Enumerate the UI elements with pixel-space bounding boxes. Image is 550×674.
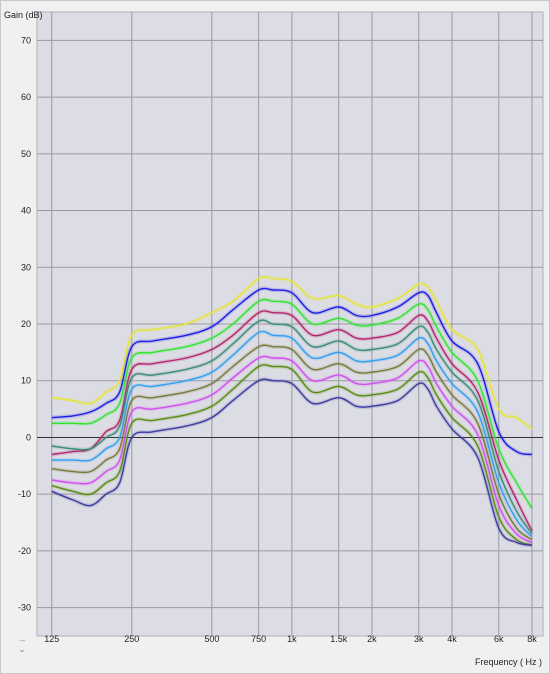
tick-labels: 125 250 500 750 1k 1.5k 2k 3k 4k 6k 8k -30 -20 -10 0 10… xyxy=(18,35,537,644)
scroll-arrows[interactable]: → ⌄ xyxy=(12,634,32,658)
x-tick-label: 6k xyxy=(494,634,504,644)
y-tick-label: -30 xyxy=(18,603,31,613)
y-tick-label: 60 xyxy=(21,92,31,102)
series-line xyxy=(51,287,533,456)
series-layer xyxy=(51,274,534,548)
x-tick-label: 500 xyxy=(204,634,219,644)
y-tick-label: 0 xyxy=(26,432,31,442)
grid-layer xyxy=(37,12,543,636)
x-tick-label: 1.5k xyxy=(330,634,348,644)
series-line xyxy=(51,330,533,538)
series-line xyxy=(51,319,533,535)
x-tick-label: 750 xyxy=(251,634,266,644)
y-tick-label: 30 xyxy=(21,262,31,272)
chevron-down-icon[interactable]: ⌄ xyxy=(18,644,26,654)
y-tick-label: 10 xyxy=(21,376,31,386)
y-tick-label: -10 xyxy=(18,489,31,499)
y-axis-title: Gain (dB) xyxy=(4,10,43,20)
y-tick-label: 50 xyxy=(21,149,31,159)
series-line xyxy=(51,355,533,544)
series-line xyxy=(51,344,533,541)
x-tick-label: 8k xyxy=(527,634,537,644)
x-tick-label: 1k xyxy=(287,634,297,644)
series-line xyxy=(51,364,533,546)
x-tick-label: 250 xyxy=(124,634,139,644)
series-line xyxy=(51,276,533,430)
x-tick-label: 4k xyxy=(447,634,457,644)
x-axis-title: Frequency ( Hz ) xyxy=(474,657,542,667)
x-tick-label: 3k xyxy=(414,634,424,644)
y-tick-label: -20 xyxy=(18,546,31,556)
series-line xyxy=(51,310,533,532)
series-line xyxy=(51,298,533,509)
arrow-right-icon[interactable]: → xyxy=(17,634,27,644)
y-tick-label: 20 xyxy=(21,319,31,329)
x-tick-label: 2k xyxy=(367,634,377,644)
y-tick-label: 40 xyxy=(21,206,31,216)
series-line xyxy=(51,378,533,546)
x-tick-label: 125 xyxy=(44,634,59,644)
y-tick-label: 70 xyxy=(21,35,31,45)
